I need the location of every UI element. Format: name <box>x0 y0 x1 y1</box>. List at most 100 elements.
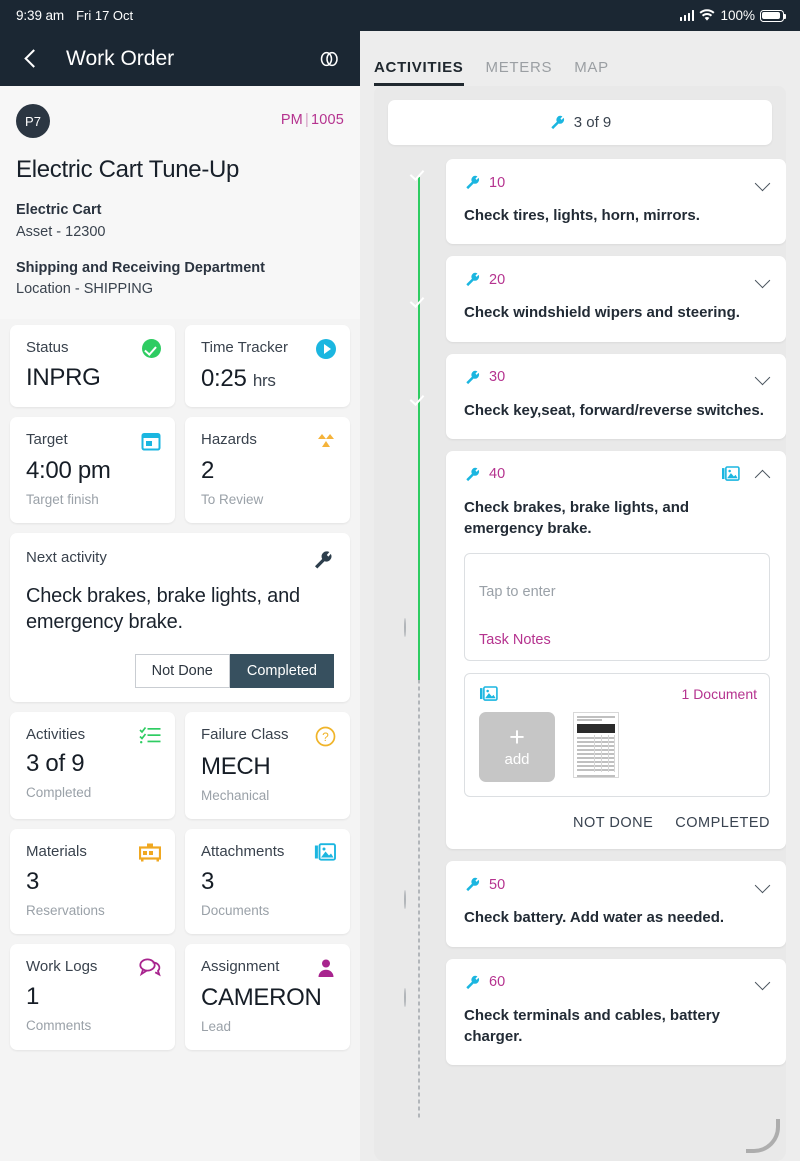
card-label: Work Logs <box>26 957 98 975</box>
back-chevron-icon[interactable] <box>18 46 44 72</box>
card-status[interactable]: Status INPRG <box>10 325 175 407</box>
activity-number: 40 <box>489 466 506 483</box>
card-value: 3 of 9 <box>26 749 85 777</box>
activity-item: 30 Check key,seat, forward/reverse switc… <box>374 353 786 439</box>
status-check-icon <box>142 339 161 358</box>
activity-description: Check battery. Add water as needed. <box>464 909 725 927</box>
next-activity-description: Check brakes, brake lights, and emergenc… <box>26 585 300 634</box>
battery-icon <box>760 9 787 22</box>
link-icon[interactable] <box>316 46 342 72</box>
card-time-tracker[interactable]: Time Tracker 0:25 hrs <box>185 325 350 407</box>
wrench-icon <box>466 273 480 287</box>
chevron-down-icon[interactable] <box>756 878 770 892</box>
activity-card[interactable]: 20 Check windshield wipers and steering. <box>446 256 786 342</box>
card-label: Activities <box>26 725 86 743</box>
work-order-type: PM <box>280 112 303 128</box>
card-target[interactable]: Target 4:00 pm Target finish <box>10 417 175 523</box>
card-row: Target 4:00 pm Target finish Haza <box>10 417 350 523</box>
card-value: CAMERON <box>201 983 322 1011</box>
add-document-button[interactable]: + add <box>479 712 555 783</box>
not-done-action[interactable]: NOT DONE <box>572 815 654 832</box>
card-row: Work Logs 1 Comments Assignment <box>10 943 350 1050</box>
chevron-down-icon[interactable] <box>756 370 770 384</box>
completed-button[interactable]: Completed <box>229 653 334 688</box>
activity-number: 10 <box>489 174 506 191</box>
documents-section: 1 Document + add <box>464 673 770 798</box>
wrench-icon <box>466 467 480 481</box>
card-label: Attachments <box>201 842 285 860</box>
activity-card[interactable]: 40 <box>446 450 786 850</box>
not-done-button[interactable]: Not Done <box>134 653 230 688</box>
battery-percent: 100% <box>720 8 755 23</box>
timeline-node-pending <box>404 617 406 637</box>
card-label: Time Tracker <box>201 339 288 356</box>
activity-description: Check tires, lights, horn, mirrors. <box>464 207 700 224</box>
checklist-icon <box>139 726 161 744</box>
activity-card[interactable]: 30 Check key,seat, forward/reverse switc… <box>446 353 786 439</box>
card-sub: Comments <box>26 1017 92 1033</box>
asset-id: Asset - 12300 <box>16 223 106 240</box>
card-materials[interactable]: Materials 3 Reservations <box>10 828 175 934</box>
tab-map[interactable]: MAP <box>574 59 609 76</box>
card-sub: Documents <box>201 902 270 918</box>
svg-text:?: ? <box>322 730 329 744</box>
chevron-down-icon[interactable] <box>756 273 770 287</box>
next-activity-card[interactable]: Next activity Check brakes, brake lights… <box>10 533 350 702</box>
card-row: Activities 3 of 9 Completed <box>10 711 350 819</box>
activities-panel: ACTIVITIES METERS MAP 3 of 9 <box>360 31 800 1161</box>
work-order-scroll[interactable]: P7 PM | 1005 Electric Cart Tune-Up Electri… <box>0 86 360 1161</box>
tab-bar: ACTIVITIES METERS MAP <box>360 31 800 86</box>
timeline-segment-pending <box>418 680 420 1120</box>
card-value: 3 <box>201 867 215 895</box>
card-assignment[interactable]: Assignment CAMERON Lead <box>185 943 350 1050</box>
card-sub: Lead <box>201 1018 232 1034</box>
chevron-down-icon[interactable] <box>756 176 770 190</box>
document-thumbnail[interactable] <box>573 712 619 779</box>
wifi-icon <box>699 9 715 21</box>
chevron-down-icon[interactable] <box>756 975 770 989</box>
card-sub: Mechanical <box>201 787 270 803</box>
work-order-id: 1005 <box>310 112 344 128</box>
person-icon <box>318 959 334 977</box>
next-activity-buttons: Not Done Completed <box>26 653 334 688</box>
card-activities[interactable]: Activities 3 of 9 Completed <box>10 711 175 819</box>
status-date: Fri 17 Oct <box>76 8 134 23</box>
image-stack-icon <box>314 843 336 861</box>
card-hazards[interactable]: Hazards 2 To Review <box>185 417 350 523</box>
activity-card[interactable]: 60 Check terminals and cables, battery c… <box>446 958 786 1066</box>
completed-action[interactable]: COMPLETED <box>675 815 770 832</box>
activities-scroll[interactable]: 3 of 9 10 <box>374 86 786 1161</box>
activities-timeline: 10 Check tires, lights, horn, mirrors. <box>374 159 786 1120</box>
activity-number: 50 <box>489 876 506 893</box>
activity-description: Check brakes, brake lights, and emergenc… <box>464 498 690 538</box>
activity-card[interactable]: 10 Check tires, lights, horn, mirrors. <box>446 159 786 245</box>
card-label: Materials <box>26 842 87 860</box>
card-value: 1 <box>26 982 40 1010</box>
work-order-panel: Work Order P7 PM | 1005 Electric Cart Tune… <box>0 31 360 1161</box>
image-stack-icon[interactable] <box>721 466 740 482</box>
calendar-icon <box>141 433 161 451</box>
tab-activities[interactable]: ACTIVITIES <box>374 59 464 86</box>
activity-description: Check windshield wipers and steering. <box>464 304 740 322</box>
signal-bars-icon <box>679 10 695 21</box>
card-work-logs[interactable]: Work Logs 1 Comments <box>10 943 175 1050</box>
activity-card[interactable]: 50 Check battery. Add water as needed. <box>446 861 786 947</box>
card-failure-class[interactable]: Failure Class ? MECH Mechanical <box>185 711 350 819</box>
card-sub: To Review <box>201 492 264 507</box>
work-order-summary: P7 PM | 1005 Electric Cart Tune-Up Electri… <box>0 86 360 319</box>
wrench-icon <box>466 878 480 892</box>
chevron-up-icon[interactable] <box>756 467 770 481</box>
add-label: add <box>504 750 530 768</box>
play-icon[interactable] <box>316 339 336 359</box>
card-label: Hazards <box>201 431 257 448</box>
activity-item: 50 Check battery. Add water as needed. <box>374 861 786 947</box>
wrench-icon <box>315 551 332 569</box>
task-notes-field[interactable]: Tap to enter Task Notes <box>464 553 770 662</box>
info-cards: Status INPRG Time Tracker 0:25 hrs <box>0 319 360 1050</box>
card-attachments[interactable]: Attachments 3 Documents <box>185 828 350 934</box>
tab-meters[interactable]: METERS <box>485 59 553 76</box>
card-sub: Target finish <box>26 492 99 507</box>
avatar-initials: P7 <box>25 113 41 129</box>
separator: | <box>304 112 309 128</box>
open-circle-icon <box>404 617 406 637</box>
